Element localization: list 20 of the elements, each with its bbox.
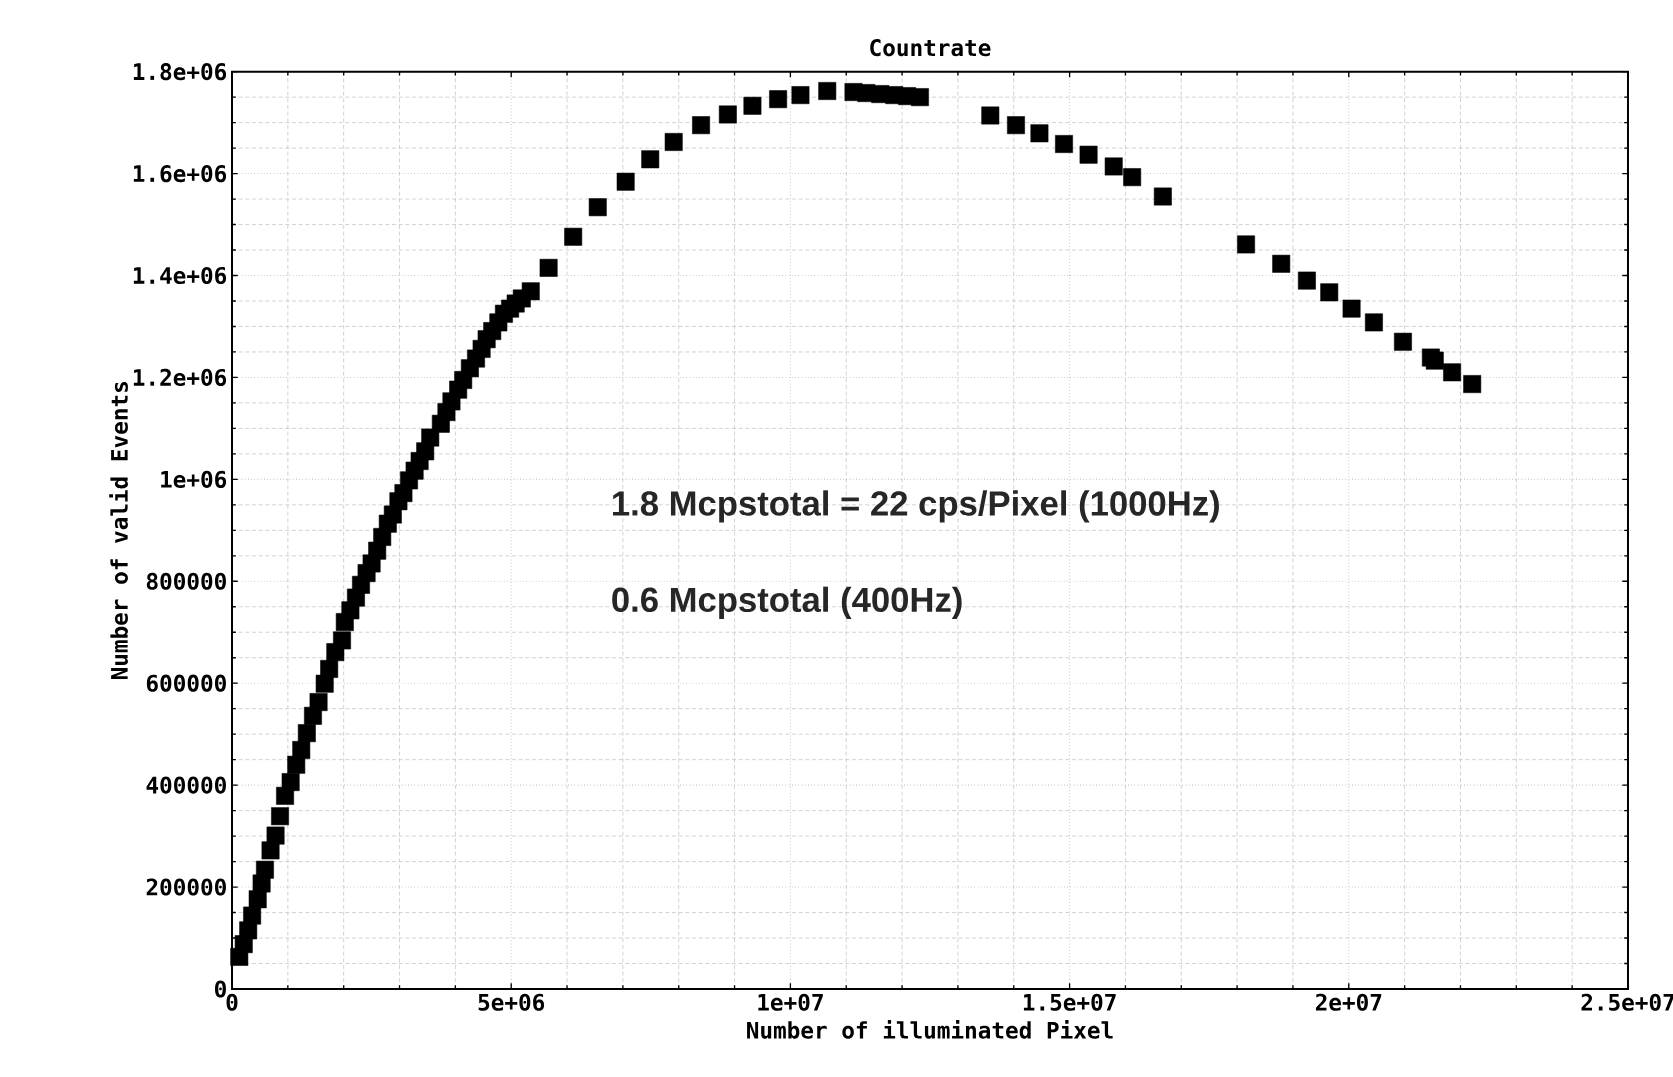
y-tick-label: 1e+06: [161, 470, 227, 488]
x-tick-label: 1e+07: [758, 993, 823, 1011]
chart-title: Countrate: [870, 39, 991, 57]
y-tick-label: 800000: [146, 572, 226, 590]
y-tick-label: 1.2e+06: [133, 368, 227, 386]
x-axis-title: Number of illuminated Pixel: [747, 1020, 1113, 1039]
y-tick-label: 1.4e+06: [133, 266, 227, 285]
y-tick-label: 600000: [146, 674, 226, 692]
y-tick-label: 400000: [146, 776, 226, 794]
y-tick-label: 1.8e+06: [133, 63, 227, 81]
x-tick-label: 5e+06: [478, 993, 545, 1011]
annotation: 0.6 Mcpstotal (400Hz): [612, 586, 962, 619]
y-axis-title: Number of valid Events: [109, 382, 128, 680]
annotation: 1.8 Mcpstotal = 22 cps/Pixel (1000Hz): [613, 490, 1219, 523]
x-tick-label: 2e+07: [1315, 993, 1382, 1011]
x-tick-label: 1.5e+07: [1023, 993, 1116, 1011]
y-tick-label: 0: [215, 980, 226, 998]
x-tick-label: 0: [226, 993, 238, 1011]
y-tick-label: 1.6e+06: [133, 164, 227, 183]
y-tick-label: 200000: [146, 878, 226, 896]
